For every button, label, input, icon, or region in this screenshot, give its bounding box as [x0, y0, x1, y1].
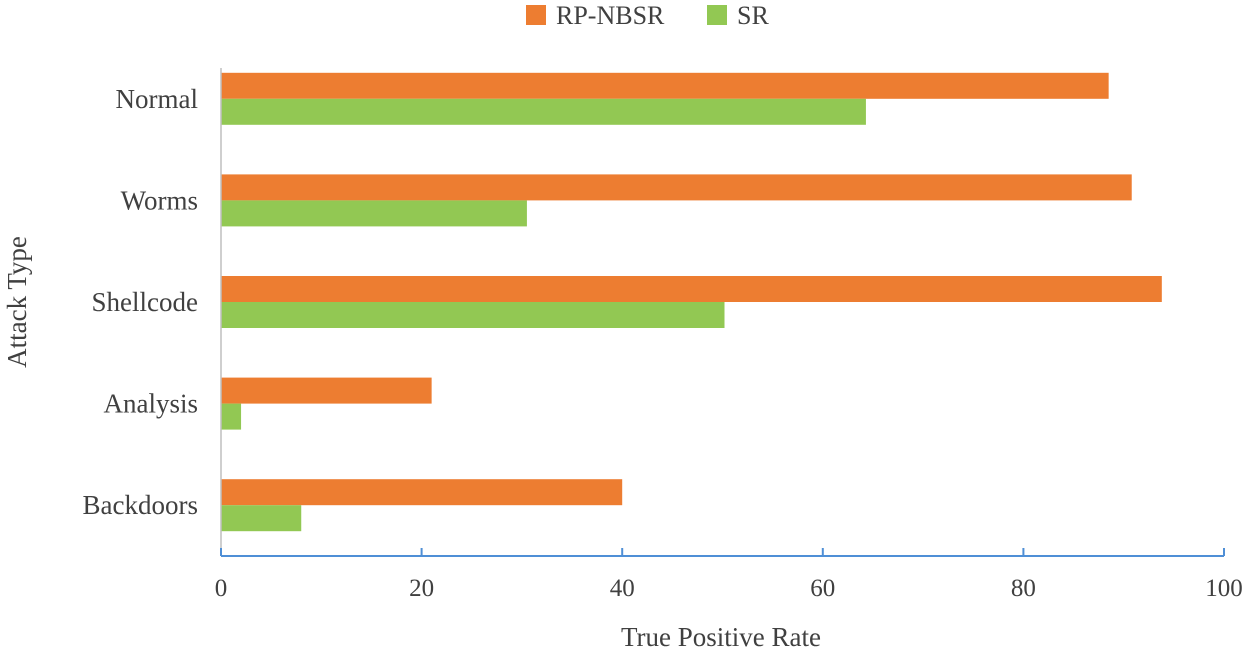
axes [220, 68, 1225, 557]
x-tick-label-60: 60 [810, 575, 835, 602]
y-axis-title: Attack Type [2, 236, 32, 368]
bar-sr-backdoors [221, 505, 302, 532]
bar-sr-normal [221, 98, 866, 125]
category-label-analysis: Analysis [104, 389, 199, 419]
category-label-worms: Worms [121, 185, 198, 215]
bar-rp-nbsr-shellcode [221, 276, 1162, 302]
legend-swatch-sr [707, 5, 727, 25]
legend-label-rp-nbsr: RP-NBSR [556, 1, 665, 30]
category-label-shellcode: Shellcode [92, 287, 198, 317]
tick-labels: 0 20 40 60 80 100 [215, 575, 1243, 602]
x-tick-label-20: 20 [409, 575, 434, 602]
category-label-backdoors: Backdoors [83, 490, 198, 520]
bar-rp-nbsr-normal [221, 72, 1109, 99]
x-tick-label-100: 100 [1205, 575, 1243, 602]
category-labels: Normal Worms Shellcode Analysis Backdoors [83, 84, 198, 520]
x-axis-title: True Positive Rate [621, 622, 821, 652]
bar-sr-shellcode [221, 302, 725, 328]
legend-label-sr: SR [737, 1, 769, 30]
bar-rp-nbsr-backdoors [221, 479, 623, 506]
bar-rp-nbsr-analysis [221, 377, 432, 404]
bars [221, 72, 1162, 532]
legend: RP-NBSR SR [526, 1, 769, 30]
bar-rp-nbsr-worms [221, 174, 1132, 201]
legend-swatch-rp-nbsr [526, 5, 546, 25]
bar-sr-worms [221, 200, 527, 227]
bar-sr-analysis [221, 403, 242, 430]
category-label-normal: Normal [116, 84, 198, 114]
x-tick-label-80: 80 [1011, 575, 1036, 602]
x-tick-label-0: 0 [215, 575, 228, 602]
x-tick-label-40: 40 [610, 575, 635, 602]
